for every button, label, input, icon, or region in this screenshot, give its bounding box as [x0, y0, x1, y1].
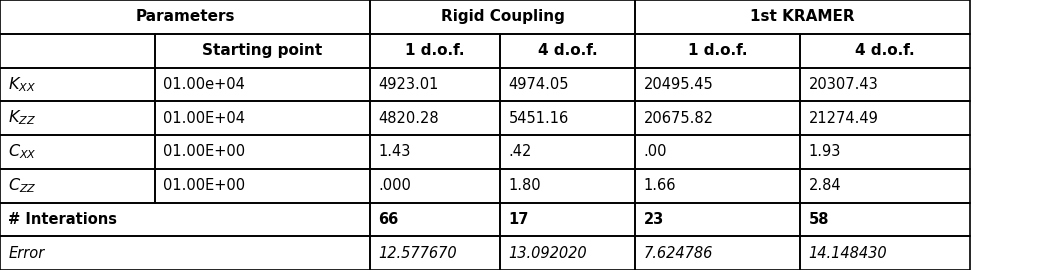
Bar: [500, 101, 635, 135]
Text: 4974.05: 4974.05: [509, 77, 569, 92]
Text: 20675.82: 20675.82: [643, 111, 713, 126]
Text: .42: .42: [509, 144, 532, 159]
Text: 1st KRAMER: 1st KRAMER: [750, 9, 854, 24]
Bar: [370, 202, 500, 236]
Bar: [155, 68, 370, 101]
Text: 5451.16: 5451.16: [509, 111, 569, 126]
Text: .000: .000: [378, 178, 411, 193]
Text: 66: 66: [378, 212, 399, 227]
Bar: [0, 68, 155, 101]
Bar: [370, 101, 500, 135]
Bar: [0, 135, 155, 169]
Bar: [155, 135, 370, 169]
Text: 4820.28: 4820.28: [378, 111, 439, 126]
Bar: [500, 236, 635, 270]
Text: 2.84: 2.84: [809, 178, 841, 193]
Bar: [370, 68, 500, 101]
Bar: [800, 202, 970, 236]
Text: 20495.45: 20495.45: [643, 77, 713, 92]
Text: 13.092020: 13.092020: [509, 246, 587, 261]
Bar: [155, 34, 370, 68]
Bar: [800, 34, 970, 68]
Bar: [800, 101, 970, 135]
Text: 17: 17: [509, 212, 529, 227]
Bar: [155, 101, 370, 135]
Text: Rigid Coupling: Rigid Coupling: [441, 9, 565, 24]
Bar: [370, 0, 635, 34]
Text: $C_{ZZ}$: $C_{ZZ}$: [8, 176, 37, 195]
Bar: [370, 34, 500, 68]
Text: 7.624786: 7.624786: [643, 246, 713, 261]
Text: $C_{XX}$: $C_{XX}$: [8, 143, 37, 161]
Text: Error: Error: [8, 246, 45, 261]
Text: # Interations: # Interations: [8, 212, 118, 227]
Bar: [800, 135, 970, 169]
Text: 01.00E+00: 01.00E+00: [163, 144, 246, 159]
Bar: [0, 169, 155, 202]
Bar: [370, 236, 500, 270]
Text: 21274.49: 21274.49: [809, 111, 879, 126]
Bar: [500, 202, 635, 236]
Bar: [500, 34, 635, 68]
Bar: [635, 135, 800, 169]
Bar: [500, 169, 635, 202]
Text: 23: 23: [643, 212, 664, 227]
Text: 20307.43: 20307.43: [809, 77, 879, 92]
Bar: [155, 169, 370, 202]
Bar: [635, 202, 800, 236]
Bar: [500, 68, 635, 101]
Text: .00: .00: [643, 144, 667, 159]
Text: 01.00E+00: 01.00E+00: [163, 178, 246, 193]
Bar: [0, 236, 370, 270]
Bar: [635, 236, 800, 270]
Text: 01.00e+04: 01.00e+04: [163, 77, 245, 92]
Bar: [800, 169, 970, 202]
Text: 58: 58: [809, 212, 829, 227]
Text: 1.93: 1.93: [809, 144, 841, 159]
Text: Starting point: Starting point: [202, 43, 322, 58]
Bar: [0, 34, 155, 68]
Bar: [0, 101, 155, 135]
Bar: [0, 0, 370, 34]
Text: 14.148430: 14.148430: [809, 246, 887, 261]
Text: 1.66: 1.66: [643, 178, 676, 193]
Text: Parameters: Parameters: [136, 9, 234, 24]
Text: 1 d.o.f.: 1 d.o.f.: [405, 43, 464, 58]
Bar: [370, 169, 500, 202]
Text: 01.00E+04: 01.00E+04: [163, 111, 246, 126]
Bar: [800, 68, 970, 101]
Text: 1.80: 1.80: [509, 178, 541, 193]
Text: 4 d.o.f.: 4 d.o.f.: [537, 43, 598, 58]
Bar: [500, 135, 635, 169]
Text: $K_{XX}$: $K_{XX}$: [8, 75, 36, 94]
Bar: [0, 202, 370, 236]
Text: 1.43: 1.43: [378, 144, 411, 159]
Bar: [635, 34, 800, 68]
Text: 4 d.o.f.: 4 d.o.f.: [855, 43, 915, 58]
Text: 1 d.o.f.: 1 d.o.f.: [688, 43, 747, 58]
Bar: [635, 0, 970, 34]
Bar: [370, 135, 500, 169]
Bar: [635, 68, 800, 101]
Bar: [635, 101, 800, 135]
Text: $K_{ZZ}$: $K_{ZZ}$: [8, 109, 36, 127]
Text: 12.577670: 12.577670: [378, 246, 457, 261]
Text: 4923.01: 4923.01: [378, 77, 439, 92]
Bar: [800, 236, 970, 270]
Bar: [635, 169, 800, 202]
